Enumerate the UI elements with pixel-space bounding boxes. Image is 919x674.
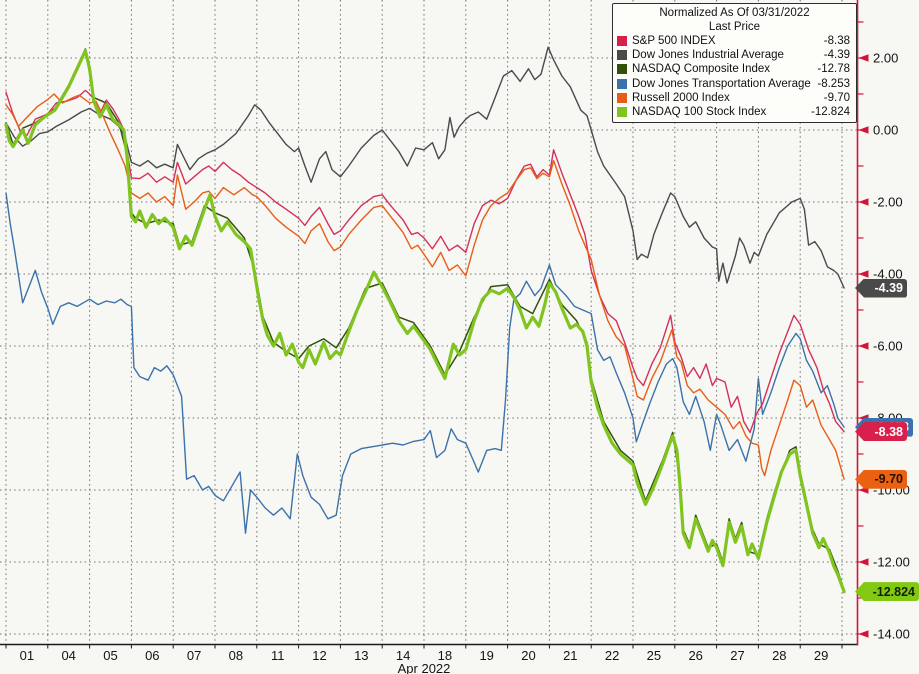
legend-series-last-price: -12.78 xyxy=(817,63,850,76)
series-line-dow-transportation xyxy=(5,192,845,534)
last-price-badge: -12.824 xyxy=(855,582,919,602)
y-axis-arrow-tick xyxy=(858,270,869,278)
y-axis-tick-label: -6.00 xyxy=(873,338,903,354)
x-axis-tick-label: 06 xyxy=(145,648,160,663)
x-axis-tick-label: 05 xyxy=(103,648,118,663)
y-axis-arrow-tick xyxy=(858,126,869,134)
legend-series-name: S&P 500 INDEX xyxy=(632,35,716,48)
legend-series-name: Dow Jones Industrial Average xyxy=(632,49,784,62)
legend-series-last-price: -8.38 xyxy=(823,35,850,48)
last-price-badge: -8.38 xyxy=(855,422,907,442)
x-axis-tick-label: 27 xyxy=(730,648,745,663)
legend-color-swatch-icon xyxy=(617,50,627,61)
legend-color-swatch-icon xyxy=(617,64,627,75)
x-axis-tick-label: 14 xyxy=(395,648,411,663)
legend-series-last-price: -4.39 xyxy=(823,49,850,62)
legend-color-swatch-icon xyxy=(617,107,627,118)
legend-row[interactable]: S&P 500 INDEX -8.38 xyxy=(617,34,852,48)
y-axis-tick-label: -4.00 xyxy=(873,266,903,282)
legend-color-swatch-icon xyxy=(617,92,627,103)
legend-color-swatch-icon xyxy=(617,78,627,89)
series-line-nasdaq-100 xyxy=(4,49,846,594)
y-axis-tick-label: -2.00 xyxy=(873,194,903,210)
legend-subtitle: Last Price xyxy=(708,21,761,33)
y-axis-tick-label: -12.00 xyxy=(873,554,910,570)
series-line-russell-2000 xyxy=(5,93,845,480)
x-axis-tick-label: 04 xyxy=(61,648,76,663)
y-axis-arrow-tick xyxy=(858,342,869,350)
legend-rows: S&P 500 INDEX -8.38 Dow Jones Industrial A… xyxy=(617,34,852,119)
y-axis-arrow-tick xyxy=(858,198,869,206)
y-axis-arrow-tick xyxy=(858,558,869,566)
x-axis-tick-label: 29 xyxy=(813,648,829,663)
last-price-badge: -9.70 xyxy=(855,469,907,489)
y-axis-tick-label: -14.00 xyxy=(873,626,910,642)
x-axis-tick-label: 22 xyxy=(604,648,620,663)
legend-series-name: Dow Jones Transportation Average xyxy=(632,77,811,90)
last-price-badge: -4.39 xyxy=(855,278,907,298)
series-line-sp500 xyxy=(5,89,845,434)
x-axis-tick-label: 19 xyxy=(479,648,494,663)
legend-series-last-price: -8.253 xyxy=(817,77,850,90)
legend-series-last-price: -9.70 xyxy=(823,91,850,104)
y-axis-tick-label: 0.00 xyxy=(873,122,899,138)
legend-row[interactable]: Russell 2000 Index -9.70 xyxy=(617,91,852,105)
legend-series-last-price: -12.824 xyxy=(810,106,850,119)
legend-series-name: NASDAQ 100 Stock Index xyxy=(632,106,767,119)
x-axis-tick-label: 12 xyxy=(312,648,327,663)
legend-series-name: Russell 2000 Index xyxy=(632,91,730,104)
x-axis-tick-label: 26 xyxy=(688,648,703,663)
y-axis-arrow-tick xyxy=(858,630,869,638)
x-axis-tick-label: 11 xyxy=(270,648,285,663)
x-axis-tick-label: 01 xyxy=(19,648,35,663)
legend-row[interactable]: NASDAQ 100 Stock Index -12.824 xyxy=(617,105,852,119)
legend-row[interactable]: Dow Jones Industrial Average -4.39 xyxy=(617,48,852,62)
x-axis-month-label: Apr 2022 xyxy=(397,661,451,674)
legend-row[interactable]: NASDAQ Composite Index -12.78 xyxy=(617,62,852,76)
legend-series-name: NASDAQ Composite Index xyxy=(632,63,771,76)
legend-row[interactable]: Dow Jones Transportation Average -8.253 xyxy=(617,77,852,91)
legend-title: Normalized As Of 03/31/2022 xyxy=(659,7,810,19)
x-axis-tick-label: 08 xyxy=(228,648,244,663)
legend-color-swatch-icon xyxy=(617,36,627,47)
y-axis-arrow-tick xyxy=(858,54,869,62)
x-axis-tick-label: 07 xyxy=(186,648,202,663)
series-line-dow-industrial xyxy=(5,46,845,289)
x-axis-tick-label: 28 xyxy=(772,648,787,663)
x-axis-tick-label: 20 xyxy=(521,648,536,663)
x-axis-tick-label: 18 xyxy=(437,648,453,663)
x-axis-tick-label: 25 xyxy=(646,648,662,663)
x-axis-tick-label: 21 xyxy=(563,648,578,663)
x-axis-tick-label: 13 xyxy=(354,648,369,663)
chart-legend: Normalized As Of 03/31/2022 Last Price S… xyxy=(612,3,857,124)
y-axis-tick-label: 2.00 xyxy=(873,50,899,66)
